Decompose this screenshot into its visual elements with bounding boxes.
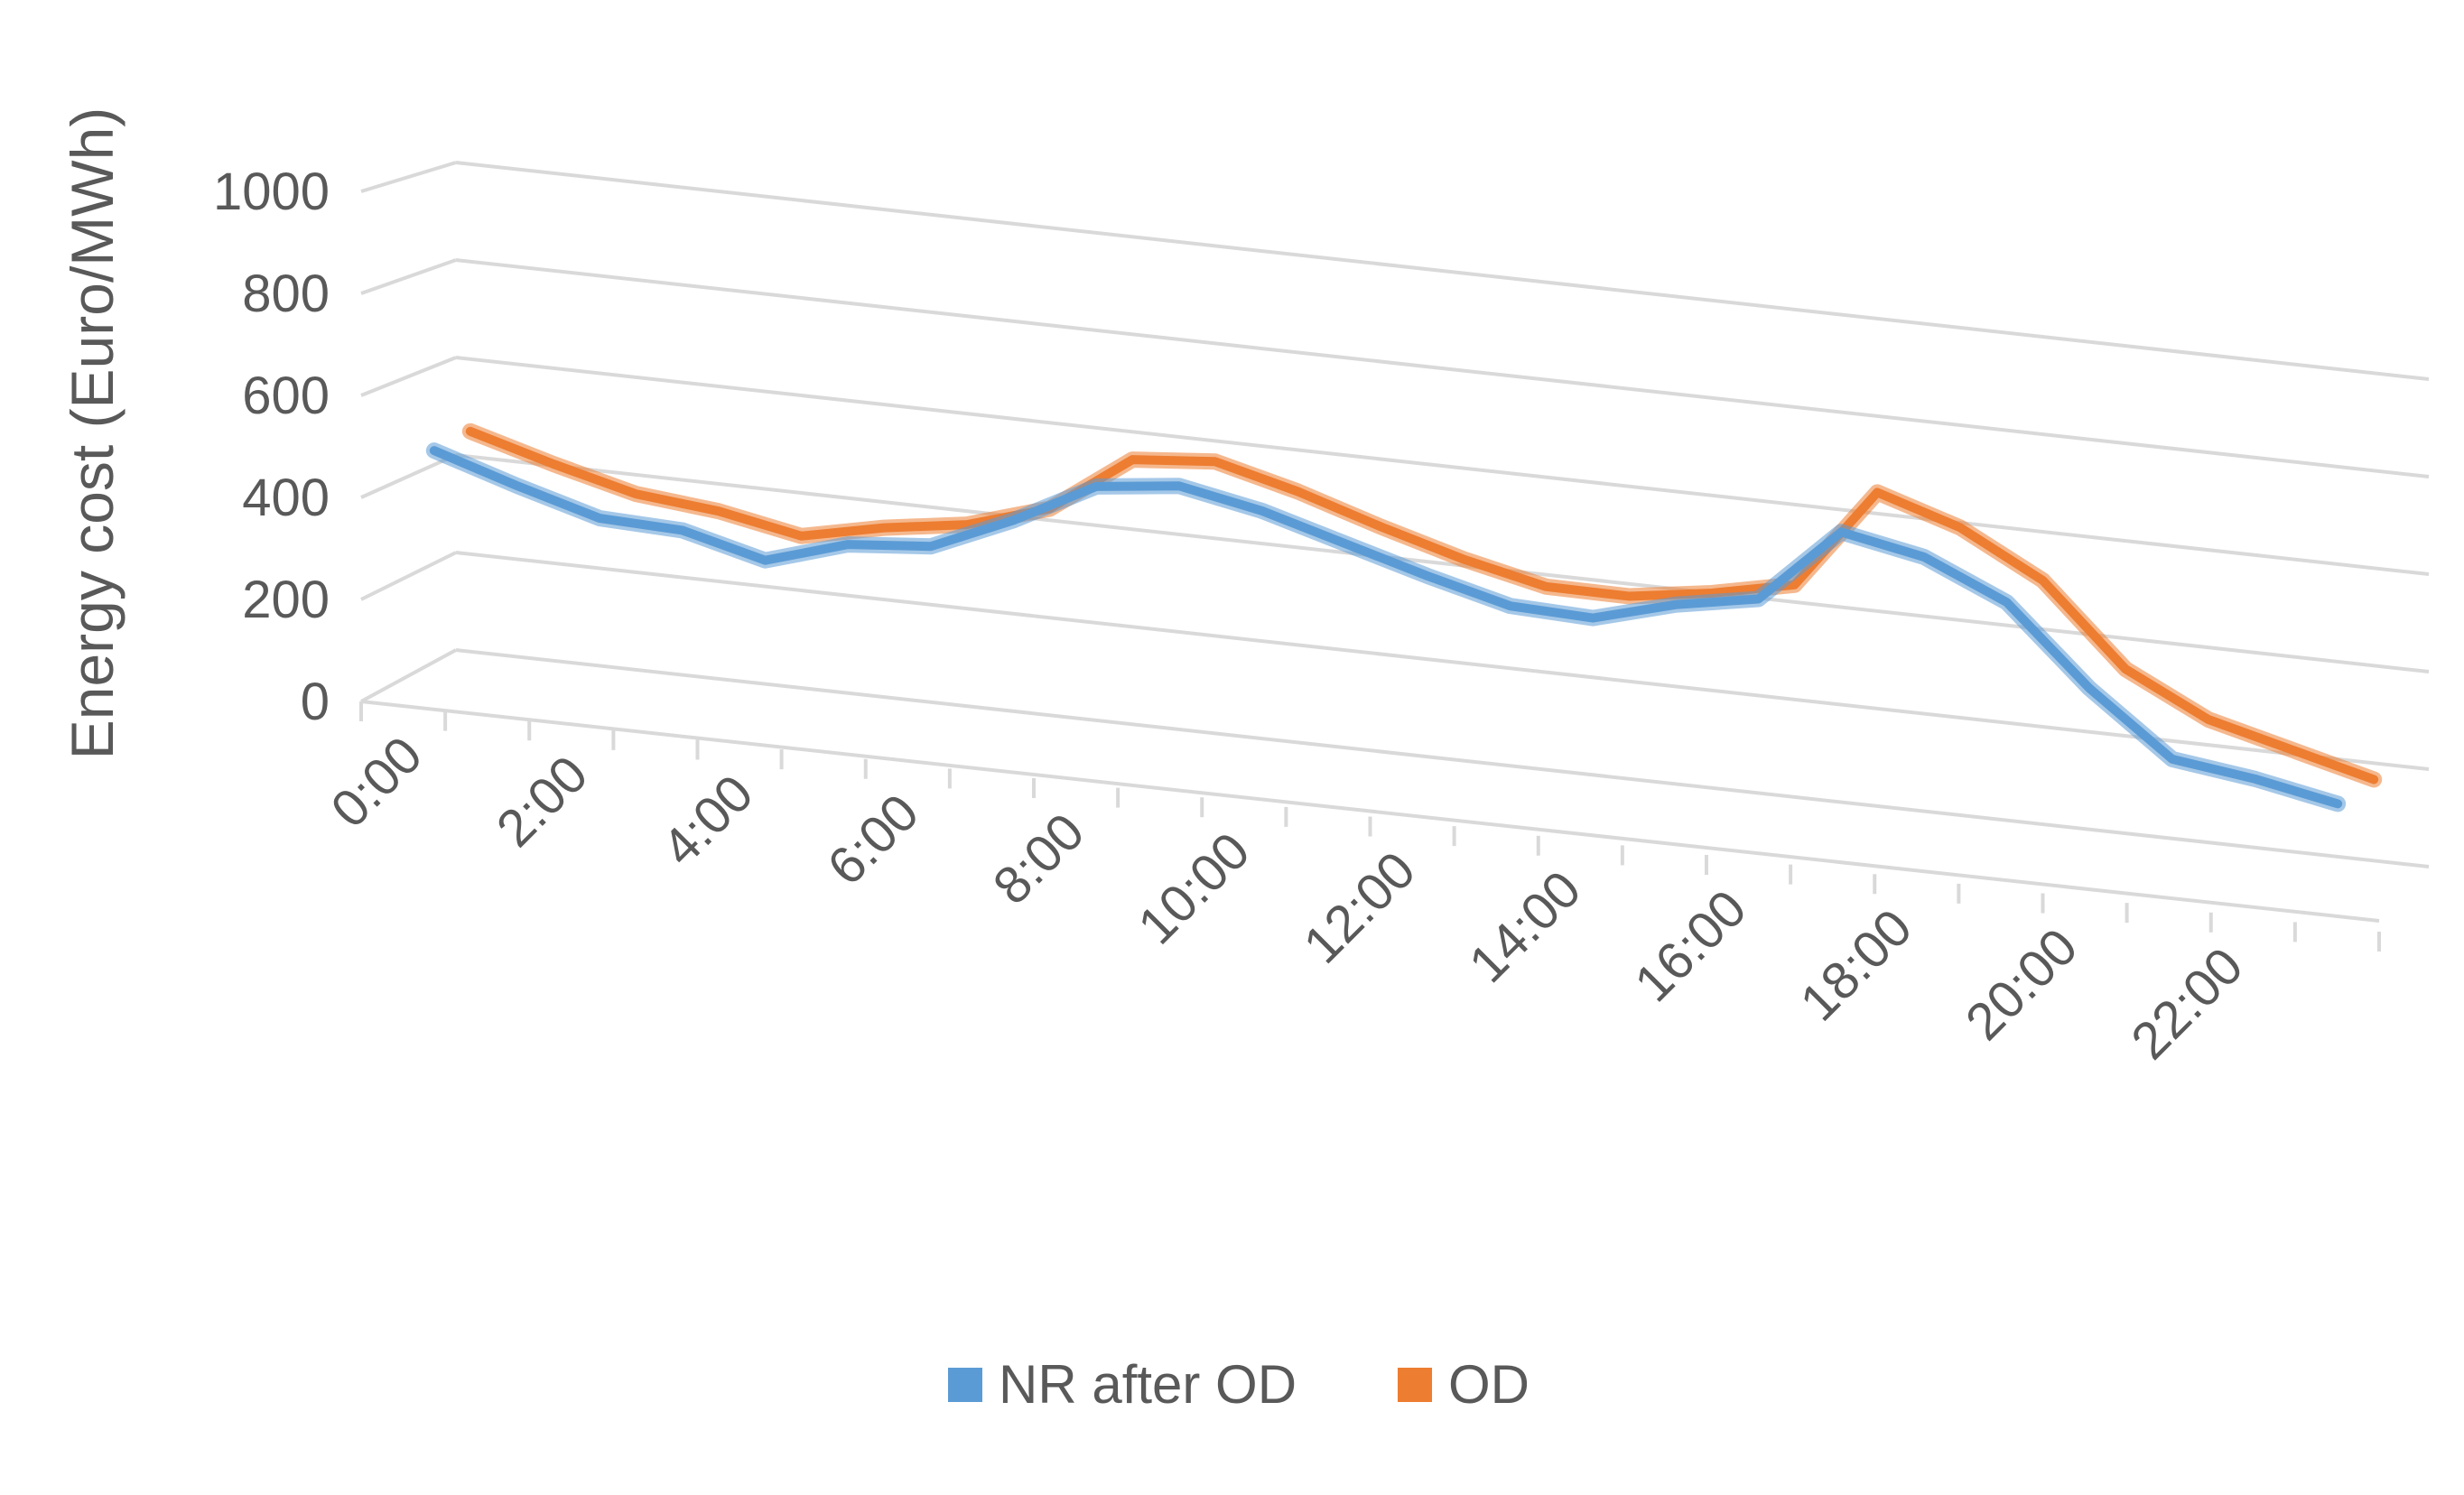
legend: NR after OD OD <box>948 1354 1530 1415</box>
gridline <box>455 648 2430 868</box>
y-tick-label: 600 <box>242 367 330 425</box>
x-tick-label: 8:00 <box>982 803 1096 916</box>
legend-label-od: OD <box>1448 1354 1530 1415</box>
series-line-nr-after-od <box>429 446 2343 809</box>
legend-swatch-od <box>1398 1368 1432 1402</box>
x-tick-label: 0:00 <box>320 726 433 840</box>
y-tick-label: 200 <box>242 571 330 629</box>
series-lines <box>425 422 2383 812</box>
gridline <box>455 258 2430 478</box>
gridline-side <box>360 161 457 193</box>
gridline-side <box>360 453 457 499</box>
x-axis-ticks: 0:00 2:00 4:00 6:00 8:00 10:00 12:00 14:00 16:00… <box>320 726 2254 1071</box>
gridlines <box>360 161 2430 868</box>
floor-edge <box>360 700 2380 923</box>
y-tick-label: 400 <box>242 469 330 527</box>
gridline <box>455 551 2430 771</box>
y-tick-label: 0 <box>301 673 330 731</box>
x-tick-label: 4:00 <box>651 764 765 878</box>
gridline-side <box>360 551 457 601</box>
chart-floor <box>359 700 2381 952</box>
gridline <box>455 161 2430 381</box>
x-tick-label: 10:00 <box>1127 822 1261 956</box>
x-tick-label: 16:00 <box>1623 879 1758 1014</box>
legend-swatch-nr-after-od <box>948 1368 982 1402</box>
legend-label-nr-after-od: NR after OD <box>999 1354 1297 1415</box>
gridline-side <box>360 356 457 397</box>
y-axis-ticks: 0 200 400 600 800 1000 <box>213 162 330 731</box>
gridline-side <box>360 258 457 295</box>
y-tick-label: 1000 <box>213 162 330 221</box>
y-axis-title: Energy cost (Euro/MWh) <box>59 107 126 760</box>
series-ribbon-od <box>461 422 2383 788</box>
series-line-od <box>465 426 2379 785</box>
x-tick-label: 12:00 <box>1292 840 1427 975</box>
gridline-side <box>360 648 457 703</box>
gridline <box>455 356 2430 576</box>
x-tick-label: 22:00 <box>2120 936 2255 1071</box>
y-tick-label: 800 <box>242 265 330 323</box>
x-tick-label: 18:00 <box>1789 898 1923 1033</box>
x-tick-label: 2:00 <box>486 745 600 859</box>
x-tick-label: 6:00 <box>816 783 930 896</box>
x-tick-label: 20:00 <box>1955 917 2089 1052</box>
x-tick-label: 14:00 <box>1458 859 1593 994</box>
